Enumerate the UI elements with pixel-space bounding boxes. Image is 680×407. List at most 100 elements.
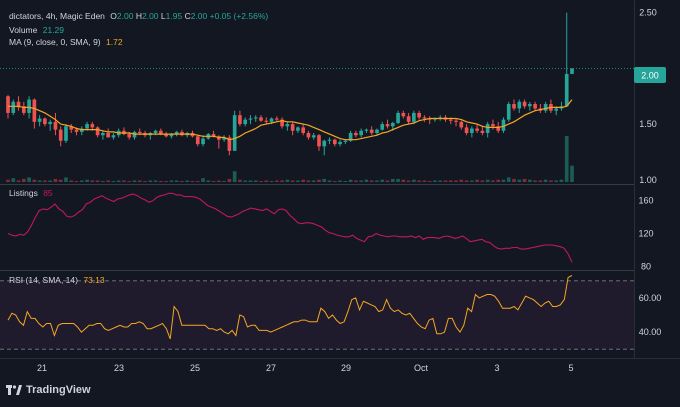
rsi-legend[interactable]: RSI (14, SMA, 14) 73.13 (9, 275, 105, 286)
candle-body (317, 135, 321, 147)
volume-bar (448, 180, 453, 182)
candle-body (338, 141, 342, 145)
candle-body (470, 128, 474, 133)
listings-value: 85 (43, 188, 53, 198)
tradingview-logo[interactable]: TradingView (6, 383, 91, 397)
volume-bar (159, 181, 163, 182)
low-value: 1.95 (165, 11, 183, 21)
volume-bar (53, 178, 58, 182)
volume-bar (232, 171, 237, 182)
volume-bar (496, 179, 501, 182)
candle-body (422, 117, 427, 119)
candle-body (174, 131, 179, 135)
candle-body (348, 132, 353, 141)
close-value: 2.00 (190, 11, 208, 21)
ma-legend[interactable]: MA (9, close, 0, SMA, 9) 1.72 (9, 37, 123, 48)
candle-body (375, 129, 379, 133)
volume-bar (285, 179, 290, 182)
candle-body (243, 119, 248, 125)
axis-labels: 2.50 1.50 1.00 160 120 80 60.00 40.00 21 23 25 27 29… (37, 8, 661, 373)
volume-bar (317, 179, 321, 182)
time-axis-tick: 21 (37, 363, 47, 373)
volume-bar (480, 180, 485, 182)
volume-bar (111, 181, 116, 182)
candle-body (95, 127, 100, 136)
candle-body (369, 129, 374, 133)
volume-bar (32, 179, 37, 182)
candle-body (533, 104, 537, 109)
candle-body (85, 124, 89, 129)
volume-bar (338, 180, 342, 182)
volume-bar (464, 180, 469, 182)
volume-bar (48, 180, 52, 182)
volume-bar (512, 178, 516, 182)
volume-bar (401, 179, 406, 182)
candle-body (501, 119, 506, 131)
ma-line (8, 99, 573, 141)
candle-body (64, 126, 68, 141)
time-axis-tick: 25 (190, 363, 200, 373)
candle-body (79, 128, 84, 132)
volume-bar (90, 180, 95, 182)
listings-axis-tick: 80 (641, 261, 651, 271)
candle-body (280, 119, 284, 127)
time-axis-tick: Oct (414, 363, 429, 373)
volume-bar (37, 180, 42, 182)
time-axis-tick: 23 (114, 363, 124, 373)
candle-body (211, 134, 216, 137)
candle-body (517, 101, 522, 109)
volume-bar (269, 181, 274, 182)
open-value: 2.00 (116, 11, 134, 21)
listings-legend[interactable]: Listings 85 (9, 188, 53, 199)
candle-body (417, 112, 421, 118)
candle-body (201, 138, 205, 145)
volume-bar (274, 180, 279, 182)
candle-body (343, 140, 348, 142)
volume-bar (238, 179, 242, 182)
candle-body (380, 124, 385, 130)
candle-body (327, 139, 332, 141)
candle-body (53, 121, 58, 130)
candle-body (385, 124, 390, 127)
volume-bar (517, 179, 522, 182)
symbol-label: dictators, 4h, Magic Eden (9, 11, 105, 21)
high-value: 2.00 (141, 11, 159, 21)
volume-bar (290, 180, 295, 182)
volume-bar (538, 180, 543, 182)
candle-body (480, 130, 485, 133)
candle-body (506, 104, 511, 120)
candle-body (390, 122, 395, 127)
volume-bar (280, 180, 284, 182)
candle-body (106, 132, 110, 138)
candle-body (296, 127, 300, 131)
candle-body (285, 124, 290, 127)
price-legend[interactable]: dictators, 4h, Magic Eden O2.00 H2.00 L1… (9, 11, 268, 22)
candle-body (364, 129, 369, 131)
candle-body (111, 135, 116, 138)
candle-body (512, 104, 516, 109)
volume-bar (327, 180, 332, 182)
candle-body (448, 119, 453, 121)
volume-bar (101, 181, 105, 182)
candle-body (248, 118, 253, 120)
candle-body (528, 104, 532, 107)
volume-bar (174, 180, 179, 182)
candle-body (322, 140, 327, 147)
volume-bar (485, 179, 490, 182)
volume-bar (127, 181, 132, 182)
volume-bar (348, 179, 353, 182)
price-axis-tick: 2.50 (639, 8, 657, 18)
volume-bar (470, 180, 474, 182)
candle-body (48, 121, 52, 125)
candle-body (485, 124, 490, 133)
listings-axis-tick: 160 (638, 196, 653, 206)
time-axis-tick: 27 (266, 363, 276, 373)
candle-body (306, 132, 311, 138)
volume-bar (153, 180, 158, 182)
volume-legend[interactable]: Volume 21.29 (9, 25, 64, 36)
tradingview-logo-icon (6, 385, 22, 395)
volume-bar (570, 165, 574, 182)
candle-body (101, 132, 105, 136)
